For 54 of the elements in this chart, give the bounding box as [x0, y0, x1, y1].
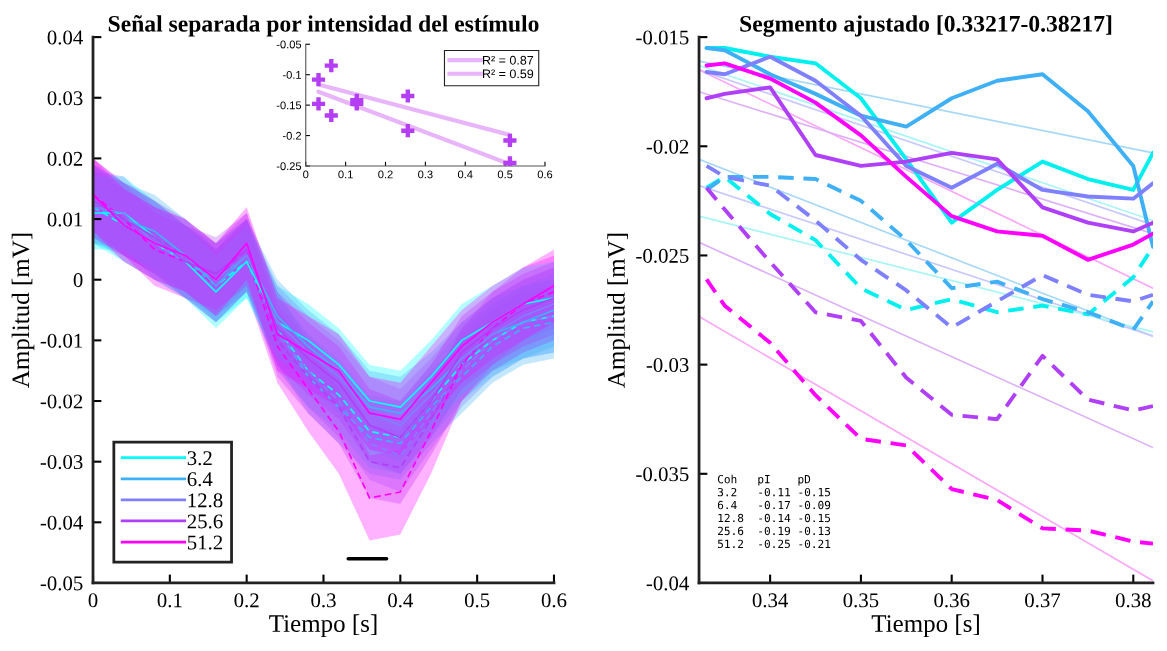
y-tick-label: -0.15: [276, 101, 302, 110]
x-tick-label: 0.37: [1025, 593, 1061, 608]
y-tick-label: -0.02: [40, 394, 83, 409]
x-tick-label: 0: [303, 170, 309, 179]
y-tick-label: -0.015: [636, 30, 689, 45]
y-tick-label: -0.1: [282, 70, 302, 79]
x-tick-label: 0.38: [1115, 593, 1151, 608]
y-tick-label: -0.03: [40, 455, 83, 470]
x-tick-label: 0.6: [537, 170, 553, 179]
y-tick-label: -0.04: [646, 576, 689, 591]
y-tick-label: -0.05: [40, 576, 83, 591]
x-tick-label: 0.36: [934, 593, 970, 608]
x-tick-label: 0.6: [541, 593, 567, 608]
legend-label: R² = 0.87: [483, 55, 534, 65]
legend-label: 12.8: [188, 493, 223, 508]
x-tick-label: 0.1: [338, 170, 353, 179]
x-axis-title: Tiempo [s]: [269, 614, 377, 638]
x-tick-label: 0.34: [752, 593, 789, 608]
legend-label: 6.4: [187, 472, 213, 487]
x-tick-label: 0.4: [457, 170, 473, 179]
x-tick-label: 0.3: [311, 593, 336, 608]
x-tick-label: 0.3: [418, 170, 433, 179]
annotation: Coh pI pD 3.2 -0.11 -0.15 6.4 -0.17 -0.09 12.8 -0.14 -0.15 25.6 -0.19 -0.13 51.2 -0.25 -0.21: [717, 474, 831, 549]
y-tick-label: -0.01: [40, 333, 83, 348]
legend-label: 25.6: [187, 514, 223, 529]
y-tick-label: 0.03: [47, 91, 83, 106]
y-tick-label: -0.25: [276, 162, 302, 171]
x-tick-label: 0.1: [157, 593, 182, 608]
y-tick-label: -0.035: [636, 467, 689, 482]
y-tick-label: 0.01: [47, 212, 83, 227]
x-tick-label: 0.5: [464, 593, 490, 608]
legend-label: 51.2: [187, 535, 223, 550]
x-tick-label: 0.4: [388, 593, 414, 608]
x-tick-label: 0.5: [497, 170, 513, 179]
y-axis-title: Amplitud [mV]: [607, 233, 630, 388]
x-axis-title: Tiempo [s]: [871, 614, 979, 638]
x-tick-label: 0.2: [378, 170, 393, 179]
legend-label: R² = 0.59: [483, 69, 534, 79]
y-tick-label: -0.2: [282, 131, 302, 140]
y-axis-title: Amplitud [mV]: [11, 233, 35, 388]
chart-title: Señal separada por intensidad del estímulo: [108, 15, 539, 37]
y-tick-label: 0.02: [47, 151, 83, 166]
y-tick-label: -0.02: [646, 139, 689, 154]
legend-label: 3.2: [187, 451, 212, 466]
y-tick-label: -0.04: [40, 515, 83, 530]
y-tick-label: -0.025: [636, 248, 689, 263]
x-tick-label: 0.2: [234, 593, 259, 608]
x-tick-label: 0.35: [843, 593, 879, 608]
y-tick-label: 0: [73, 273, 83, 288]
x-tick-label: 0: [88, 593, 98, 608]
y-tick-label: 0.04: [47, 30, 83, 45]
y-tick-label: -0.03: [646, 358, 689, 373]
y-tick-label: -0.05: [276, 40, 302, 49]
chart-title: Segmento ajustado [0.33217-0.38217]: [740, 15, 1112, 37]
